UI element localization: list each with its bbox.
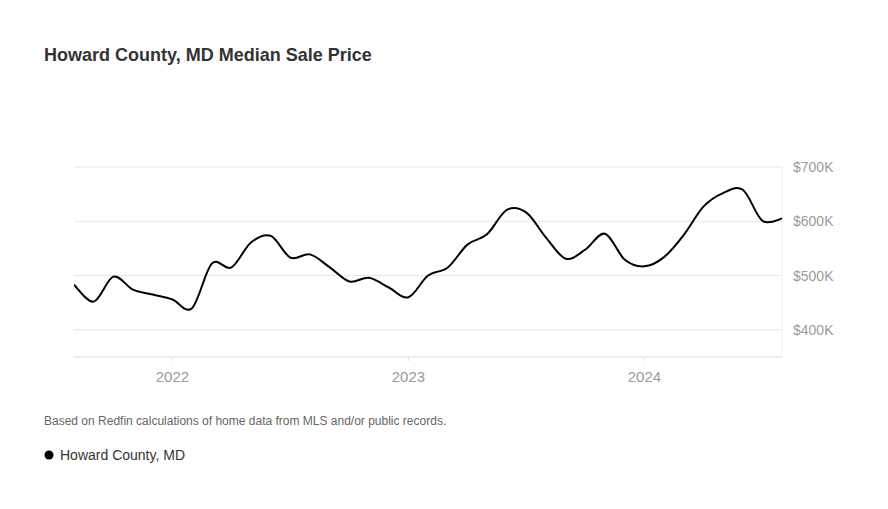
x-tick-label: 2022 xyxy=(156,368,189,385)
x-tick xyxy=(172,357,173,361)
legend-label: Howard County, MD xyxy=(60,447,185,463)
y-tick-label: $700K xyxy=(793,159,834,175)
x-tick xyxy=(408,357,409,361)
source-note: Based on Redfin calculations of home dat… xyxy=(44,414,446,428)
y-tick-label: $400K xyxy=(793,322,834,338)
legend-marker xyxy=(45,451,54,460)
x-axis-line xyxy=(74,357,782,358)
y-tick-label: $500K xyxy=(793,268,834,284)
x-tick-label: 2023 xyxy=(392,368,425,385)
y-axis-line xyxy=(782,167,783,357)
x-tick-label: 2024 xyxy=(628,368,661,385)
plot-area xyxy=(74,188,782,310)
grid-line xyxy=(74,221,782,222)
title: Howard County, MD Median Sale Price xyxy=(44,45,372,65)
grid-line xyxy=(74,167,782,168)
series-line xyxy=(74,188,782,310)
grid-line xyxy=(74,329,782,330)
y-tick-label: $600K xyxy=(793,213,834,229)
chart: Howard County, MD Median Sale Price $400K… xyxy=(0,0,888,509)
x-tick xyxy=(644,357,645,361)
